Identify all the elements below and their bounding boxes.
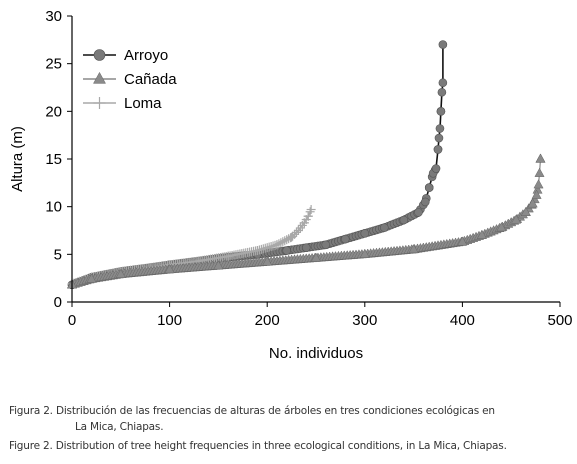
data-point [438, 40, 448, 49]
data-point [535, 153, 546, 163]
data-point [86, 273, 97, 283]
data-point [438, 78, 448, 88]
legend-item: Arroyo [83, 47, 168, 64]
data-point [476, 229, 487, 239]
data-point [496, 222, 507, 232]
data-point [293, 226, 303, 235]
data-point [431, 164, 441, 173]
data-point [288, 231, 298, 241]
data-point [213, 260, 224, 270]
x-tick-label: 400 [450, 312, 475, 329]
data-point [527, 198, 538, 208]
data-point [262, 256, 273, 266]
x-tick-label: 0 [68, 312, 76, 329]
data-point [282, 246, 292, 255]
data-point [435, 124, 445, 133]
legend-label: Arroyo [124, 47, 168, 64]
legend-item: Cañada [83, 71, 177, 88]
data-point [272, 240, 282, 250]
data-point [276, 238, 286, 248]
data-point [433, 145, 443, 154]
data-point [164, 264, 175, 274]
data-point [278, 237, 288, 247]
y-tick-label: 30 [45, 8, 62, 25]
y-tick-label: 0 [54, 294, 62, 311]
data-point [340, 234, 350, 244]
data-point [436, 107, 446, 116]
data-point [223, 251, 233, 261]
caption-english: Figure 2. Distribution of tree height fr… [9, 440, 507, 452]
x-tick-label: 500 [547, 312, 572, 329]
data-point [252, 246, 262, 256]
legend-marker [93, 97, 106, 109]
data-point [291, 227, 301, 237]
data-point [306, 205, 316, 215]
legend-marker [93, 71, 106, 84]
data-point [274, 239, 284, 249]
data-point [414, 208, 423, 217]
x-axis-title: No. individuos [269, 345, 363, 362]
data-point [380, 223, 389, 232]
ticks: 0 100 200 300 400 500 0 5 10 15 20 25 30 [45, 8, 572, 329]
data-point [280, 236, 290, 246]
data-point [287, 232, 297, 242]
caption-spanish-line-1: Figura 2. Distribución de las frecuencia… [9, 405, 495, 417]
data-point [305, 207, 315, 217]
data-point [310, 252, 322, 262]
data-point [299, 218, 309, 228]
x-tick-label: 300 [352, 312, 377, 329]
data-point [424, 183, 434, 192]
data-point [408, 244, 419, 254]
y-tick-label: 10 [45, 199, 62, 216]
data-point [360, 229, 370, 238]
x-tick-label: 100 [157, 312, 182, 329]
y-axis-title: Altura (m) [9, 126, 26, 192]
data-point [421, 197, 430, 207]
x-tick-label: 200 [255, 312, 280, 329]
legend-item: Loma [83, 95, 162, 112]
y-tick-label: 15 [45, 151, 62, 168]
plot-area [66, 40, 546, 290]
y-tick-label: 5 [54, 246, 62, 263]
data-point [534, 167, 545, 177]
y-tick-label: 25 [45, 56, 62, 73]
legend-marker [93, 49, 106, 61]
data-point [520, 206, 531, 216]
data-point [399, 215, 409, 225]
data-point [321, 240, 331, 250]
data-point [531, 189, 542, 199]
legend-label: Loma [124, 95, 162, 112]
data-point [359, 248, 370, 258]
series-caada [66, 153, 546, 289]
data-point [301, 243, 311, 252]
legend: Arroyo Cañada Loma [83, 47, 177, 112]
data-point [303, 211, 313, 221]
data-point [457, 236, 468, 246]
data-point [437, 87, 447, 97]
data-point [511, 214, 522, 224]
data-point [115, 268, 126, 278]
y-tick-label: 20 [45, 103, 62, 120]
legend-label: Cañada [124, 71, 177, 88]
data-point [434, 133, 444, 143]
data-point [533, 179, 544, 189]
caption-spanish-line-2: La Mica, Chiapas. [75, 421, 164, 433]
chart: 0 100 200 300 400 500 0 5 10 15 20 25 30 No. individ… [9, 8, 573, 362]
data-point [282, 235, 292, 245]
